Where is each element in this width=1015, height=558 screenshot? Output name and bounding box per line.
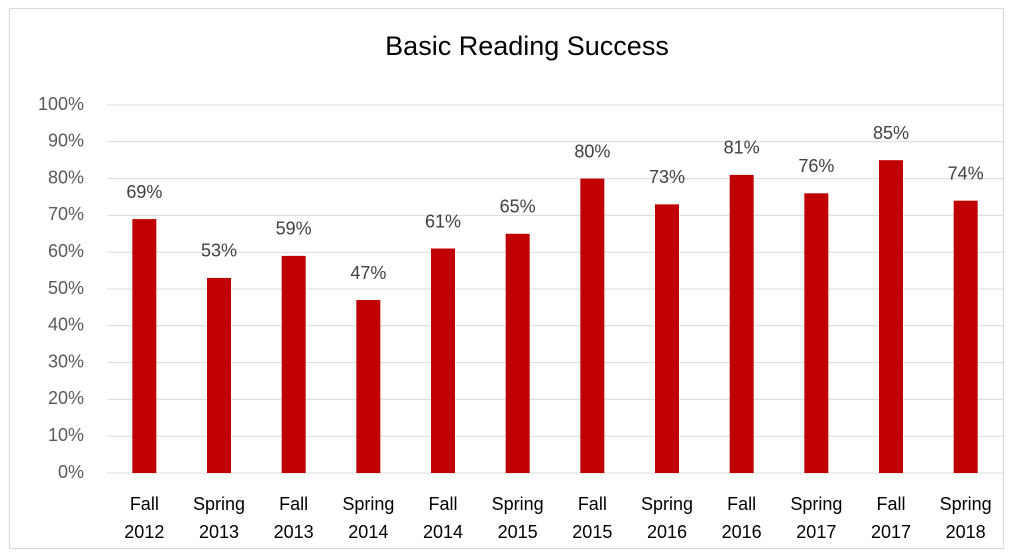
y-tick-label: 100% (38, 94, 84, 114)
x-tick-label: Fall 2016 (721, 494, 762, 542)
data-label: 47% (350, 263, 386, 283)
x-tick-label: Fall 2015 (572, 494, 613, 542)
bar (207, 277, 231, 473)
y-tick-label: 90% (48, 131, 84, 151)
x-tick-label: Spring 2013 (192, 494, 246, 542)
data-label: 85% (873, 123, 909, 143)
data-label: 59% (276, 219, 312, 239)
x-tick-label: Spring 2017 (790, 494, 843, 542)
bar (132, 219, 157, 473)
x-tick-label: Fall 2012 (124, 494, 165, 542)
x-tick-label: Spring 2016 (640, 494, 694, 542)
data-label: 65% (500, 197, 536, 217)
bar (953, 200, 978, 473)
y-tick-label: 70% (48, 204, 84, 224)
bar (729, 174, 754, 474)
y-tick-label: 80% (48, 167, 84, 187)
data-label: 80% (574, 141, 610, 161)
y-tick-label: 30% (48, 351, 84, 371)
chart-frame (9, 8, 1004, 549)
y-tick-label: 20% (48, 388, 84, 408)
bar (879, 160, 903, 473)
data-label: 53% (201, 241, 237, 261)
chart-title: Basic Reading Success (385, 31, 669, 61)
x-tick-label: Fall 2014 (422, 494, 464, 542)
data-label: 74% (948, 163, 984, 183)
bar (580, 178, 605, 473)
data-label: 76% (798, 156, 834, 176)
y-tick-label: 0% (58, 462, 84, 482)
x-tick-label: Spring 2018 (939, 494, 992, 542)
bar (655, 204, 679, 474)
y-tick-label: 10% (48, 425, 84, 445)
x-tick-label: Spring 2014 (342, 494, 395, 542)
x-tick-label: Fall 2013 (273, 494, 314, 542)
x-tick-label: Spring 2015 (491, 494, 544, 542)
data-label: 69% (126, 182, 162, 202)
y-tick-label: 40% (48, 315, 84, 335)
bar (431, 248, 455, 473)
bar (804, 193, 829, 473)
bar (505, 233, 530, 473)
y-tick-label: 60% (48, 241, 84, 261)
y-tick-label: 50% (48, 278, 84, 298)
x-tick-label: Fall 2017 (870, 494, 912, 542)
data-label: 73% (649, 167, 685, 187)
bar (281, 255, 306, 473)
data-label: 81% (724, 138, 760, 158)
bar (356, 300, 381, 473)
data-label: 61% (425, 211, 461, 231)
